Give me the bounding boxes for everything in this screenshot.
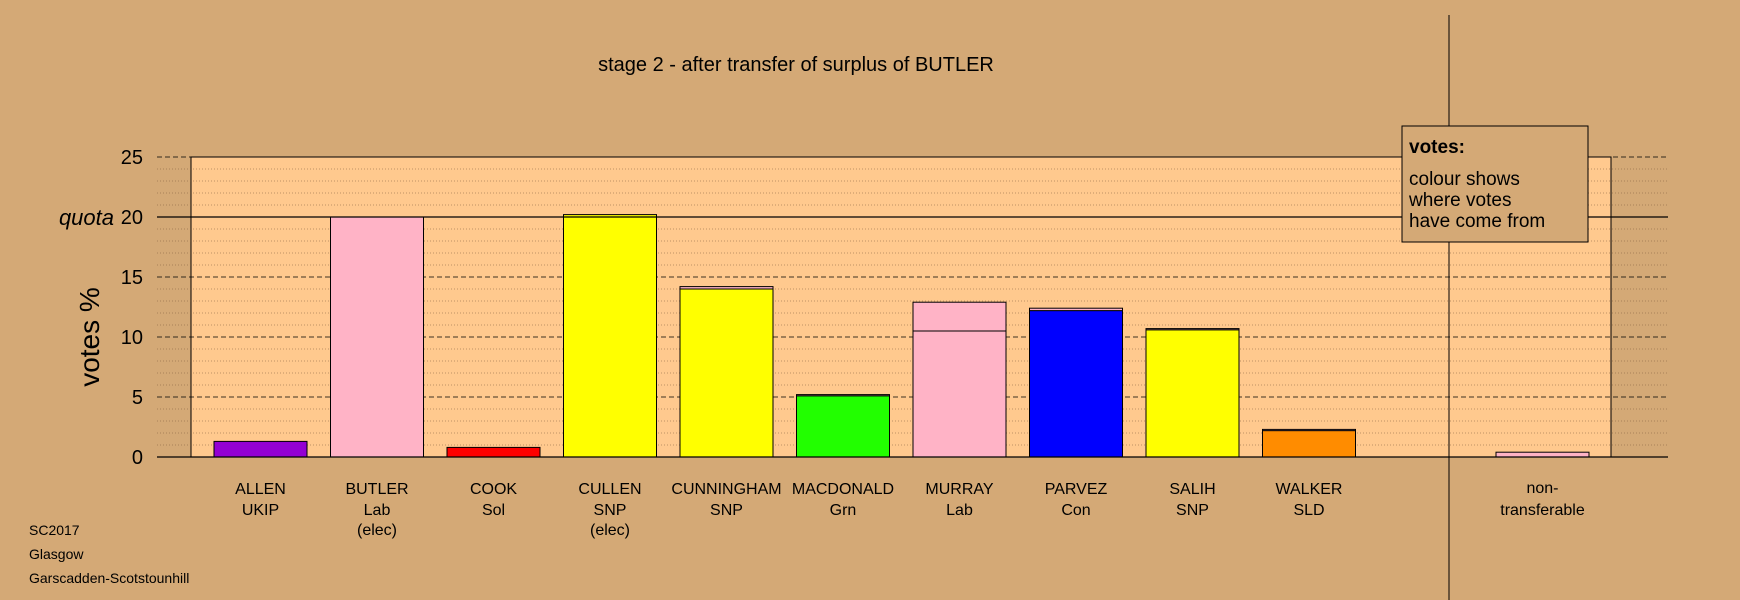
salih-name-label: SALIH xyxy=(1169,481,1215,498)
y-axis-label: votes % xyxy=(74,287,105,387)
macdonald-bar-segment-2 xyxy=(796,394,890,397)
walker-name-label: WALKER xyxy=(1276,481,1343,498)
nontransferable-bar-segment-1 xyxy=(1495,451,1590,458)
cullen-name-label: CULLEN xyxy=(578,481,641,498)
cullen-bar-segment-1 xyxy=(563,214,657,458)
cook-name-label: COOK xyxy=(470,481,517,498)
y-tick-label: 15 xyxy=(121,267,143,289)
macdonald-bar-segment-1 xyxy=(796,395,890,458)
macdonald-name-label: MACDONALD xyxy=(792,481,894,498)
salih-bar-segment-1 xyxy=(1145,329,1240,458)
footer-council: Glasgow xyxy=(29,546,84,562)
parvez-name-label: PARVEZ xyxy=(1045,481,1108,498)
cook-bar-segment-1 xyxy=(446,446,541,458)
walker-bar-segment-1 xyxy=(1262,430,1356,458)
salih-bar-segment-2 xyxy=(1145,328,1240,331)
plot-panel xyxy=(190,156,1612,458)
allen-bar-segment-1 xyxy=(213,440,308,458)
legend-box: votes: colour shows where votes have com… xyxy=(1401,125,1589,243)
murray-name-label: MURRAY xyxy=(925,481,993,498)
parvez-party-label: Con xyxy=(1061,502,1090,519)
macdonald-party-label: Grn xyxy=(830,502,857,519)
cullen-status-label: (elec) xyxy=(590,522,630,539)
quota-label: quota xyxy=(59,205,114,230)
footer-ward: Garscadden-Scotstounhill xyxy=(29,570,189,586)
legend-title: votes: xyxy=(1409,137,1465,158)
walker-party-label: SLD xyxy=(1293,502,1324,519)
walker-bar-segment-2 xyxy=(1262,428,1356,432)
legend-line-1: colour shows xyxy=(1409,169,1520,190)
bars xyxy=(213,214,1590,458)
cunningham-name-label: CUNNINGHAM xyxy=(671,481,781,498)
allen-party-label: UKIP xyxy=(242,502,279,519)
y-tick-label: 25 xyxy=(121,147,143,169)
allen-name-label: ALLEN xyxy=(235,481,286,498)
nontransferable-label-1: non- xyxy=(1526,480,1558,497)
butler-bar-segment-1 xyxy=(330,216,424,458)
y-tick-label: 10 xyxy=(121,327,143,349)
parvez-bar-segment-2 xyxy=(1029,307,1123,312)
cunningham-bar-segment-1 xyxy=(679,288,774,458)
murray-bar-segment-1 xyxy=(912,330,1007,458)
legend-line-3: have come from xyxy=(1409,211,1545,232)
murray-party-label: Lab xyxy=(946,502,973,519)
y-tick-label: 0 xyxy=(132,447,143,469)
candidate-labels: ALLEN UKIP BUTLER Lab (elec) COOK Sol CULLEN SNP… xyxy=(235,480,1585,539)
cunningham-party-label: SNP xyxy=(710,502,743,519)
butler-name-label: BUTLER xyxy=(345,481,408,498)
legend-line-2: where votes xyxy=(1408,190,1511,211)
murray-bar-segment-2 xyxy=(912,301,1007,332)
y-tick-label: 5 xyxy=(132,387,143,409)
cunningham-bar-segment-2 xyxy=(679,286,774,290)
y-tick-label: 20 xyxy=(121,207,143,229)
parvez-bar-segment-1 xyxy=(1029,310,1123,458)
cook-party-label: Sol xyxy=(482,502,505,519)
salih-party-label: SNP xyxy=(1176,502,1209,519)
cullen-party-label: SNP xyxy=(594,502,627,519)
butler-party-label: Lab xyxy=(364,502,391,519)
nontransferable-label-2: transferable xyxy=(1500,502,1585,519)
chart-title: stage 2 - after transfer of surplus of B… xyxy=(598,54,994,76)
butler-status-label: (elec) xyxy=(357,522,397,539)
footer-election: SC2017 xyxy=(29,522,80,538)
